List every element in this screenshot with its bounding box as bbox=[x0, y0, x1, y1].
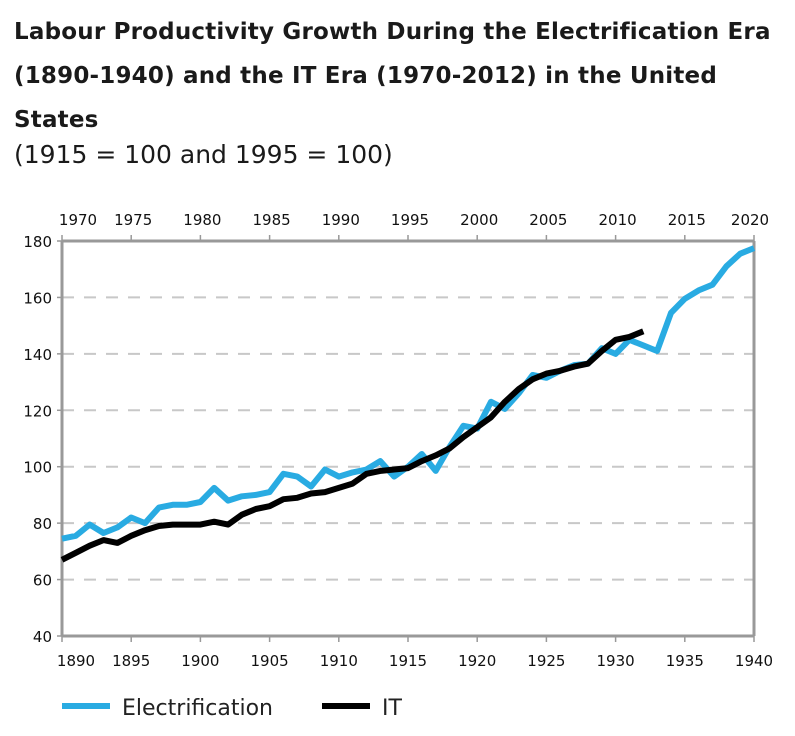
x-top-tick-label: 2005 bbox=[529, 211, 567, 229]
legend-label-electrification: Electrification bbox=[122, 696, 273, 721]
x-top-tick-label: 1985 bbox=[253, 211, 291, 229]
y-tick-label: 80 bbox=[33, 515, 52, 533]
y-tick-label: 160 bbox=[23, 289, 52, 307]
x-bottom-tick-label: 1930 bbox=[597, 652, 635, 670]
x-top-tick-label: 2020 bbox=[731, 211, 769, 229]
chart-subtitle: (1915 = 100 and 1995 = 100) bbox=[14, 140, 393, 169]
series-line-it bbox=[60, 328, 645, 563]
x-bottom-tick-label: 1920 bbox=[458, 652, 496, 670]
x-bottom-tick-label: 1890 bbox=[57, 652, 95, 670]
x-top-tick-label: 1975 bbox=[114, 211, 152, 229]
x-top-tick-label: 1980 bbox=[183, 211, 221, 229]
legend-label-it: IT bbox=[382, 696, 402, 721]
x-bottom-tick-label: 1915 bbox=[389, 652, 427, 670]
x-bottom-tick-label: 1905 bbox=[251, 652, 289, 670]
x-bottom-tick-label: 1935 bbox=[666, 652, 704, 670]
series-line-electrification bbox=[61, 245, 756, 542]
y-tick-label: 40 bbox=[33, 628, 52, 646]
y-tick-label: 60 bbox=[33, 572, 52, 590]
x-top-tick-label: 1990 bbox=[322, 211, 360, 229]
x-top-tick-label: 2000 bbox=[460, 211, 498, 229]
x-top-tick-label: 1995 bbox=[391, 211, 429, 229]
x-top-tick-label: 2015 bbox=[668, 211, 706, 229]
y-tick-label: 180 bbox=[23, 233, 52, 251]
x-top-tick-label: 2010 bbox=[599, 211, 637, 229]
x-bottom-tick-label: 1900 bbox=[181, 652, 219, 670]
x-top-tick-label: 1970 bbox=[59, 211, 97, 229]
y-tick-label: 100 bbox=[23, 459, 52, 477]
y-tick-label: 120 bbox=[23, 402, 52, 420]
x-bottom-tick-label: 1940 bbox=[735, 652, 773, 670]
x-bottom-tick-label: 1925 bbox=[527, 652, 565, 670]
chart-title: Labour Productivity Growth During the El… bbox=[14, 19, 771, 133]
y-tick-label: 140 bbox=[23, 346, 52, 364]
x-bottom-tick-label: 1895 bbox=[112, 652, 150, 670]
x-bottom-tick-label: 1910 bbox=[320, 652, 358, 670]
